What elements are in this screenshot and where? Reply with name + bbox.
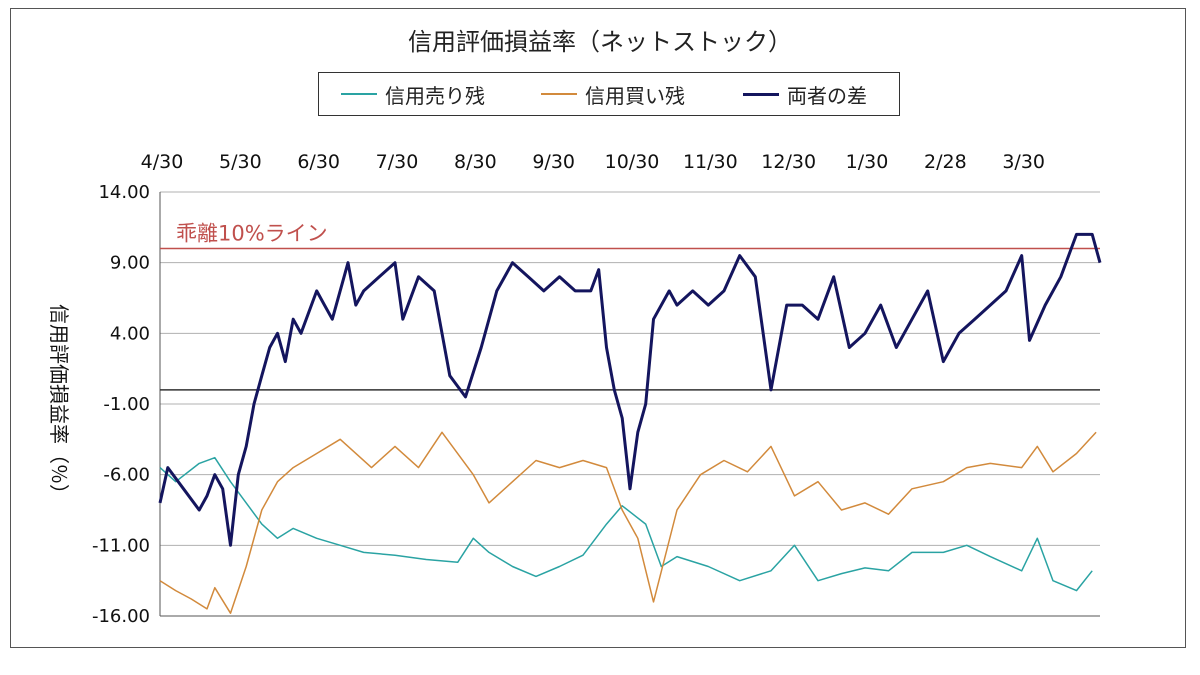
legend-item-sell: 信用売り残 [341,81,485,108]
y-tick-label: 14.00 [98,182,150,203]
x-tick-label: 8/30 [454,151,497,173]
x-tick-label: 2/28 [924,151,967,173]
x-tick-label: 1/30 [846,151,889,173]
y-tick-label: 9.00 [110,253,150,274]
x-tick-label: 10/30 [605,151,660,173]
legend-swatch-buy [541,93,577,95]
y-tick-label: -11.00 [92,535,150,556]
legend-label-buy: 信用買い残 [585,83,685,108]
gridlines [160,191,1100,617]
x-tick-label: 4/30 [141,151,184,173]
x-tick-label: 11/30 [683,151,738,173]
legend-label-sell: 信用売り残 [385,83,485,108]
x-tick-label: 5/30 [219,151,262,173]
series-line-buy [159,431,1097,614]
x-tick-label: 3/30 [1002,151,1045,173]
y-tick-label: -1.00 [103,394,150,415]
legend-item-diff: 両者の差 [743,81,867,108]
chart-title: 信用評価損益率（ネットストック） [408,28,792,56]
reference-line-label: 乖離10%ライン [176,222,328,246]
y-axis-label: 信用評価損益率（％） [47,304,71,504]
legend: 信用売り残 信用買い残 両者の差 [318,72,900,116]
legend-swatch-diff [743,92,779,96]
axes [159,192,1100,617]
y-tick-label: 4.00 [110,323,150,344]
legend-label-diff: 両者の差 [787,83,867,108]
legend-item-buy: 信用買い残 [541,81,685,108]
x-tick-label: 6/30 [297,151,340,173]
y-tick-label: -16.00 [92,606,150,627]
x-tick-label: 9/30 [532,151,575,173]
x-tick-label: 7/30 [376,151,419,173]
series-line-sell [159,456,1093,592]
legend-swatch-sell [341,93,377,95]
y-tick-label: -6.00 [103,465,150,486]
series-lines [158,232,1102,614]
x-tick-label: 12/30 [761,151,816,173]
series-line-diff [158,232,1102,547]
axis-labels: 14.00 9.00 4.00 -1.00 -6.00 -11.00 -16.00 乖離10%… [47,151,1045,627]
